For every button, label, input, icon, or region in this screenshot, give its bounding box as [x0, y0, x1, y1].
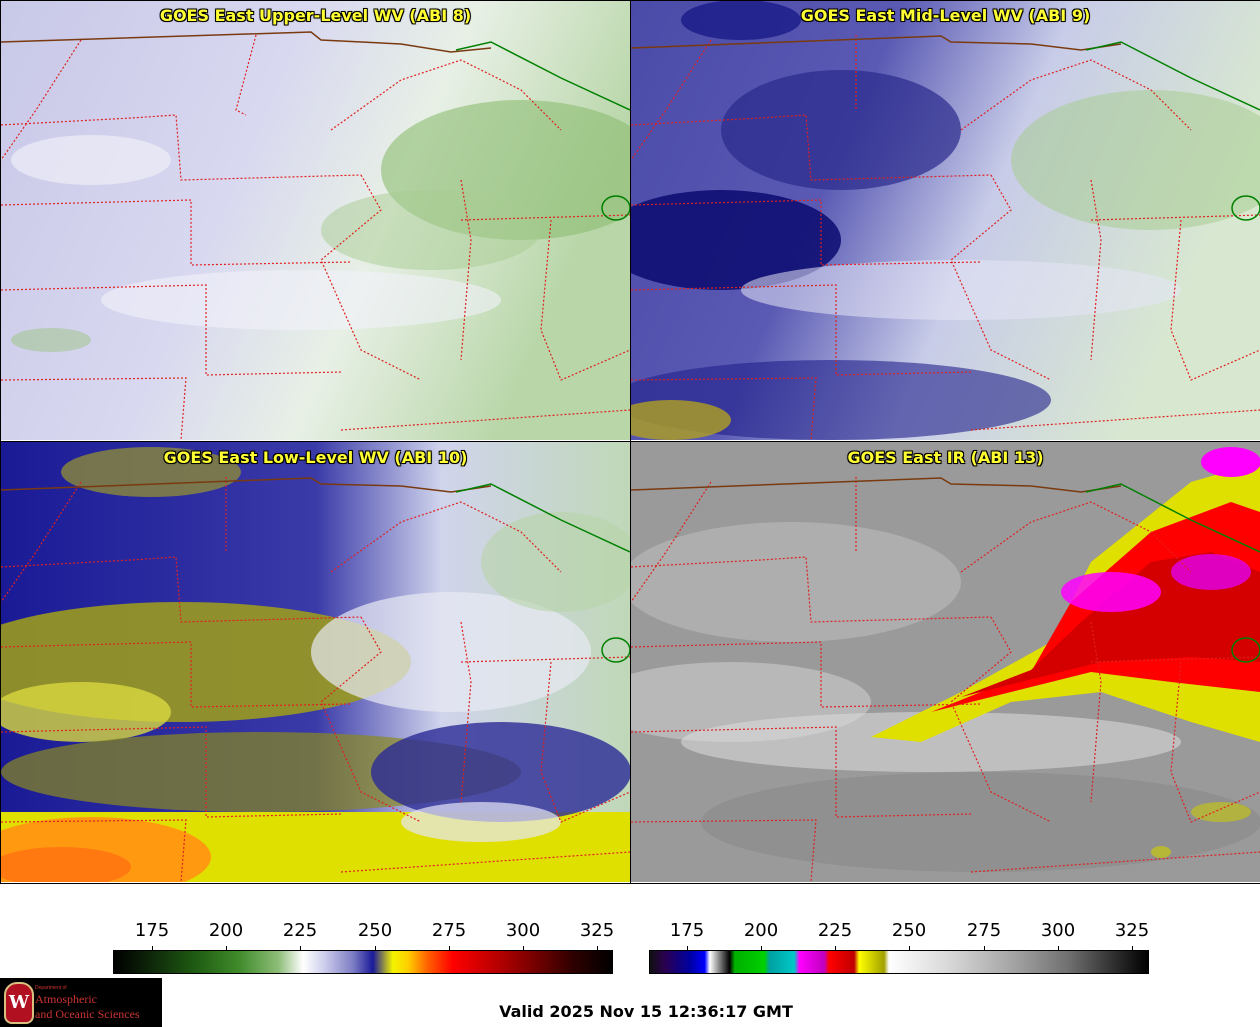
tick-mark [597, 946, 598, 952]
tick-mark [984, 946, 985, 952]
tick-mark [375, 946, 376, 952]
tick-mark [909, 946, 910, 952]
upper-level-wv-image [1, 0, 630, 440]
tick-label: 225 [817, 920, 853, 941]
frame-left [0, 0, 1, 884]
low-level-wv-panel: GOES East Low-Level WV (ABI 10) [1, 442, 630, 882]
tick-label: 250 [357, 920, 393, 941]
panel-title: GOES East Upper-Level WV (ABI 8) [159, 6, 472, 25]
mid-level-wv-panel: GOES East Mid-Level WV (ABI 9) [631, 0, 1260, 440]
tick-mark [523, 946, 524, 952]
logo-name-line2: and Oceanic Sciences [35, 1007, 140, 1021]
tick-mark [226, 946, 227, 952]
tick-label: 325 [579, 920, 615, 941]
tick-label: 300 [505, 920, 541, 941]
logo-name-line1: Atmospheric [35, 992, 97, 1006]
tick-mark [761, 946, 762, 952]
tick-label: 200 [208, 920, 244, 941]
tick-mark [300, 946, 301, 952]
tick-mark [1132, 946, 1133, 952]
infrared-image [631, 442, 1260, 882]
mid-level-wv-image [631, 0, 1260, 440]
tick-label: 250 [891, 920, 927, 941]
tick-label: 275 [431, 920, 467, 941]
upper-level-wv-panel: GOES East Upper-Level WV (ABI 8) [1, 0, 630, 440]
wv-colorbar [113, 950, 613, 974]
tick-label: 175 [134, 920, 170, 941]
ir-colorbar-ticks: 175 200 225 250 275 300 325 [649, 920, 1150, 952]
tick-label: 325 [1114, 920, 1150, 941]
aos-logo[interactable]: W Department of Atmospheric and Oceanic … [0, 978, 162, 1027]
tick-label: 175 [669, 920, 705, 941]
wv-colorbar-ticks: 175 200 225 250 275 300 325 [113, 920, 615, 952]
panel-title: GOES East Low-Level WV (ABI 10) [163, 448, 468, 467]
tick-mark [1058, 946, 1059, 952]
tick-mark [152, 946, 153, 952]
frame-center [630, 0, 631, 884]
low-level-wv-image [1, 442, 630, 882]
logo-dept-text: Department of [35, 985, 67, 991]
panel-title: GOES East IR (ABI 13) [847, 448, 1044, 467]
uw-crest-icon: W [4, 982, 34, 1024]
tick-label: 300 [1040, 920, 1076, 941]
tick-label: 200 [743, 920, 779, 941]
tick-mark [835, 946, 836, 952]
valid-time: Valid 2025 Nov 15 12:36:17 GMT [499, 1002, 793, 1021]
ir-colorbar [649, 950, 1149, 974]
tick-mark [449, 946, 450, 952]
tick-label: 275 [966, 920, 1002, 941]
tick-mark [687, 946, 688, 952]
infrared-panel: GOES East IR (ABI 13) [631, 442, 1260, 882]
tick-label: 225 [282, 920, 318, 941]
panel-title: GOES East Mid-Level WV (ABI 9) [800, 6, 1091, 25]
